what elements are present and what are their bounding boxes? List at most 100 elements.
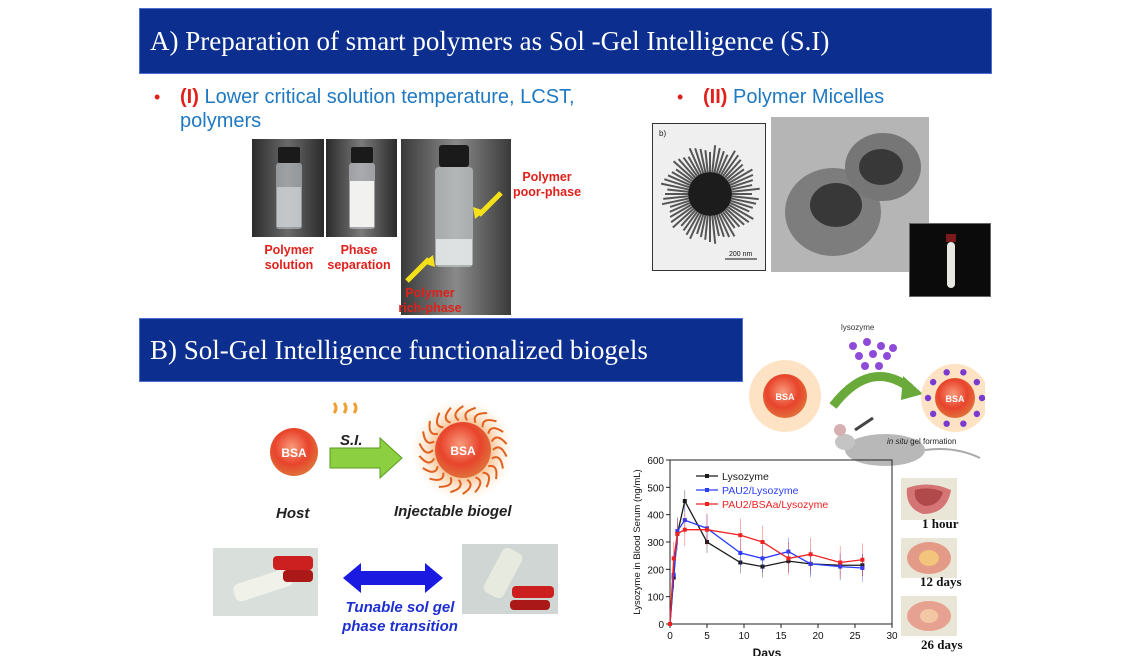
label-phase-separation: Phase separation	[327, 243, 391, 272]
section-a-banner: A) Preparation of smart polymers as Sol …	[139, 8, 992, 74]
tissue-photo-26-days	[901, 596, 957, 636]
gel-photo-sol	[213, 548, 318, 616]
data-point	[738, 533, 743, 538]
tissue-label-12-days: 12 days	[920, 574, 962, 589]
gel-gel-drawing	[483, 547, 554, 610]
tissue-1-drawing	[906, 484, 951, 514]
tissue-12-drawing	[907, 542, 951, 574]
vial-cloudy-image	[326, 139, 397, 237]
legend-entry: PAU2/BSAa/Lysozyme	[722, 499, 828, 511]
mouse-body	[845, 434, 925, 466]
biogel-schematic: BSA BSA	[270, 398, 515, 502]
data-point	[705, 527, 709, 532]
x-tick-label: 5	[704, 631, 710, 642]
x-tick-label: 30	[886, 631, 898, 642]
tissue-photo-1-hour	[901, 478, 957, 520]
gel-formation-label: in situ gel formation	[887, 437, 956, 446]
mouse-ear	[834, 424, 846, 436]
y-tick-label: 0	[658, 620, 664, 631]
mouse-head	[835, 434, 855, 450]
host-bsa-text: BSA	[281, 446, 307, 460]
syringe	[854, 416, 874, 432]
tissue-26-drawing	[907, 601, 951, 631]
x-axis-label: Days	[753, 646, 782, 656]
micelle-tem-image: b) 200 nm	[652, 123, 766, 271]
gel-sol-drawing	[213, 548, 318, 616]
series-line-0	[669, 499, 863, 625]
y-tick-label: 100	[647, 593, 664, 604]
x-tick-label: 10	[738, 631, 750, 642]
lysozyme-line-chart: 0 100 200 300 400 500 600 0 5 10 15 20 25 30 Days Lysoz…	[632, 456, 898, 656]
bsa-right-text: BSA	[945, 394, 965, 404]
lysozyme-label: lysozyme	[841, 323, 875, 332]
vial-photo-phases	[401, 139, 511, 315]
bullet-micelles-number: (II)	[703, 86, 728, 108]
label-poor-phase: Polymer poor-phase	[512, 170, 582, 199]
gel-tube-photo	[909, 223, 991, 297]
x-tick-label: 25	[849, 631, 861, 642]
micelle-panel-label: b)	[659, 129, 666, 138]
y-tick-label: 300	[647, 538, 664, 549]
tissue-photo-12-days	[901, 538, 957, 578]
biogel-bsa-bubble	[435, 422, 491, 478]
series-line-1	[669, 519, 863, 625]
data-point	[668, 622, 672, 626]
legend-entry: Lysozyme	[722, 471, 769, 483]
curved-arrow-head	[901, 376, 923, 400]
data-point	[838, 560, 843, 565]
label-rich-phase: Polymer rich-phase	[398, 286, 462, 315]
y-axis-label: Lysozyme in Blood Serum (ng/mL)	[632, 469, 643, 614]
section-a-title: A) Preparation of smart polymers as Sol …	[150, 25, 830, 56]
data-point	[860, 557, 865, 562]
data-point	[760, 540, 765, 544]
legend-marker	[705, 474, 709, 478]
y-tick-label: 200	[647, 565, 664, 576]
host-bsa-bubble	[270, 428, 318, 476]
curved-arrow	[829, 372, 913, 409]
bullet-marker: •	[677, 87, 684, 107]
aggregate-drawing	[785, 133, 921, 256]
legend-entry: PAU2/Lysozyme	[722, 485, 799, 497]
bsa-left-core	[763, 374, 807, 418]
legend-marker	[705, 488, 709, 492]
x-tick-label: 0	[667, 631, 673, 642]
tunable-caption-line2: phase transition	[342, 618, 458, 635]
bsa-right-core	[935, 378, 975, 418]
data-point	[786, 556, 791, 561]
data-point	[738, 550, 743, 555]
lysozyme-scheme: lysozyme BSA BSA in situ gel formation	[749, 323, 985, 466]
x-tick-label: 15	[775, 631, 787, 642]
injectable-biogel-label: Injectable biogel	[394, 503, 512, 520]
tunable-double-arrow	[343, 563, 443, 593]
vial-photo-separation	[326, 139, 397, 237]
gel-photo-gel	[462, 544, 558, 614]
data-point	[682, 499, 687, 503]
bullet-micelles: • (II) Polymer Micelles	[677, 85, 1003, 109]
data-point	[760, 556, 765, 561]
bullet-micelles-text: Polymer Micelles	[733, 86, 885, 108]
micelle-drawing: b) 200 nm	[659, 129, 760, 260]
y-tick-label: 600	[647, 456, 664, 467]
x-tick-label: 20	[812, 631, 824, 642]
gel-tube-drawing	[946, 234, 956, 288]
tunable-caption-line1: Tunable sol gel	[345, 599, 455, 616]
bound-lysozyme	[924, 369, 985, 427]
tissue-label-26-days: 26 days	[921, 637, 963, 652]
data-point	[675, 531, 680, 536]
vial-clear-image	[252, 139, 324, 237]
section-b-title: B) Sol-Gel Intelligence functionalized b…	[150, 334, 648, 365]
tunable-caption: Tunable sol gel phase transition	[325, 598, 475, 636]
bullet-lcst: • (I) Lower critical solution temperatur…	[154, 85, 620, 133]
data-point	[682, 527, 687, 532]
series-line-2	[669, 529, 863, 625]
si-label: S.I.	[340, 432, 363, 449]
micelle-scale-label: 200 nm	[729, 251, 753, 258]
data-point	[671, 556, 676, 561]
tissue-label-1-hour: 1 hour	[922, 516, 959, 531]
bullet-lcst-text: Lower critical solution temperature, LCS…	[180, 86, 575, 132]
si-arrow	[329, 436, 403, 480]
aggregate-tem-image	[771, 117, 929, 272]
bullet-marker: •	[154, 87, 161, 107]
si-squiggles	[332, 402, 358, 414]
section-b-banner: B) Sol-Gel Intelligence functionalized b…	[139, 318, 743, 382]
